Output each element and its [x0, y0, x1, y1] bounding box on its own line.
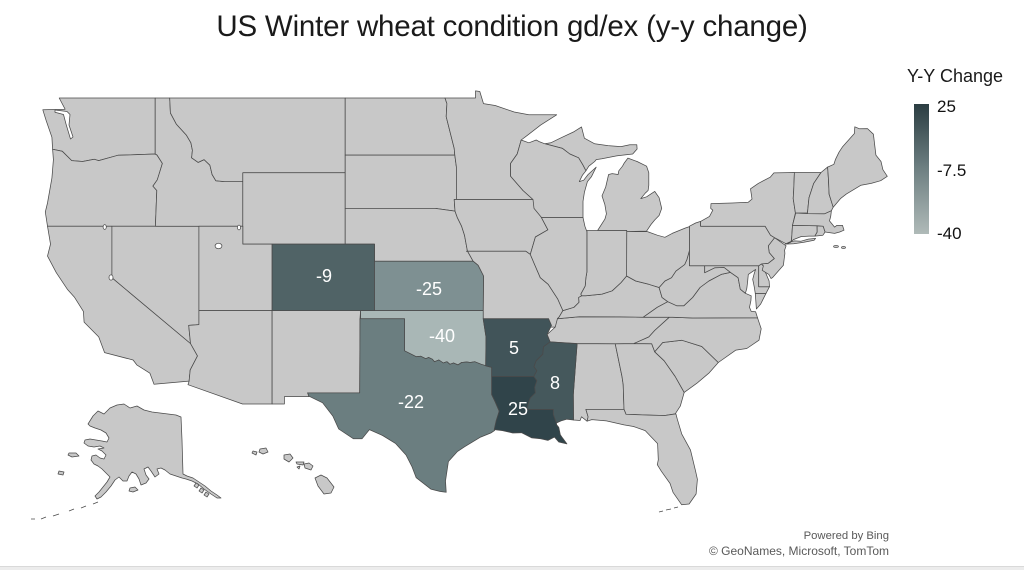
svg-text:-22: -22 — [398, 392, 424, 412]
svg-text:-25: -25 — [416, 279, 442, 299]
svg-text:-40: -40 — [429, 326, 455, 346]
svg-text:5: 5 — [509, 338, 519, 358]
svg-text:25: 25 — [508, 399, 528, 419]
svg-text:8: 8 — [550, 373, 560, 393]
svg-text:-9: -9 — [316, 266, 332, 286]
